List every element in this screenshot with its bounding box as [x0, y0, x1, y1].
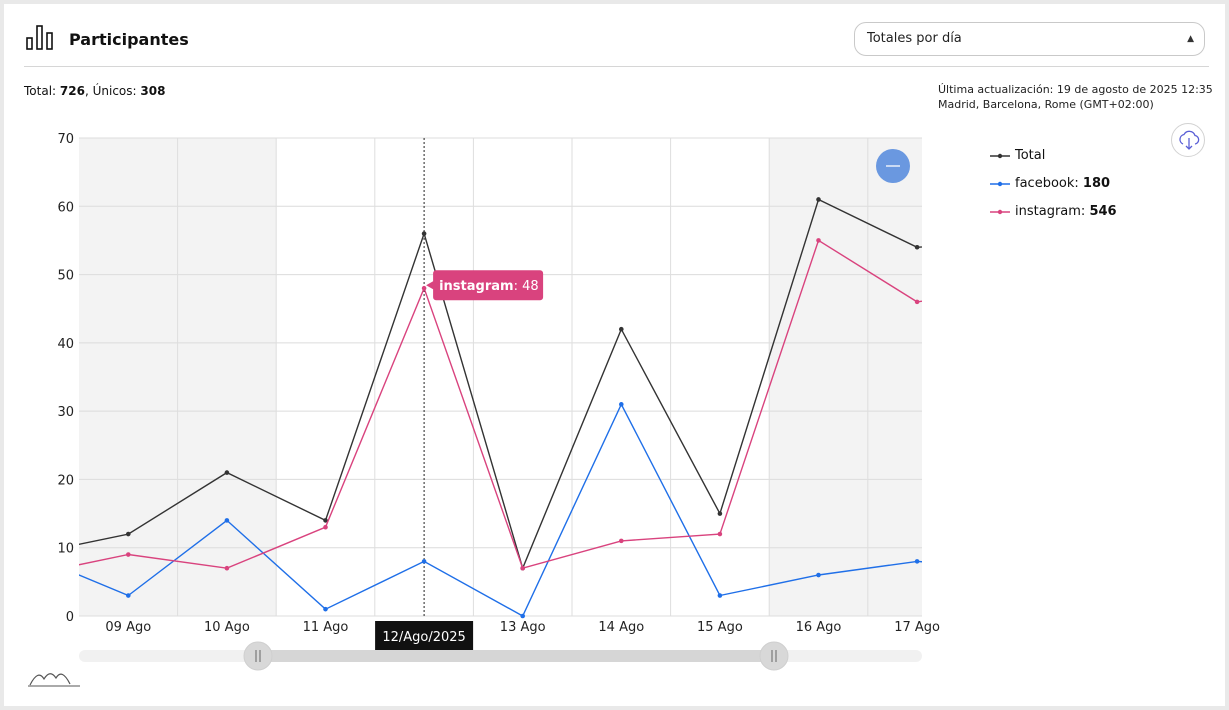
data-point-total — [27, 552, 32, 557]
data-point-instagram — [914, 299, 920, 305]
x-tick-label: 14 Ago — [598, 620, 644, 635]
x-tick-label: 16 Ago — [796, 620, 842, 635]
y-tick-label: 70 — [57, 132, 74, 147]
x-tick-label: 11 Ago — [303, 620, 349, 635]
data-point-instagram — [520, 565, 525, 571]
data-point-total — [224, 470, 230, 475]
data-point-total — [816, 197, 821, 202]
data-point-facebook — [323, 606, 328, 612]
tooltip-series: instagram — [439, 279, 513, 294]
total-value: 726 — [59, 84, 85, 98]
legend-line-icon — [990, 153, 1010, 159]
series-group — [27, 197, 922, 619]
data-point-total — [421, 231, 427, 236]
cloud-download-icon — [1179, 130, 1200, 150]
legend-item-total[interactable]: Total — [990, 142, 1117, 170]
data-point-total — [323, 518, 328, 523]
data-point-instagram — [717, 531, 723, 537]
aggregation-select[interactable]: Totales por día ▲ — [854, 22, 1205, 56]
bar-chart-icon — [26, 25, 53, 50]
data-point-instagram — [816, 238, 821, 243]
total-label: Total: — [24, 84, 57, 98]
data-point-total — [717, 511, 723, 516]
y-tick-label: 30 — [57, 405, 74, 420]
y-tick-label: 20 — [57, 473, 74, 488]
data-point-facebook — [520, 613, 525, 619]
last-updated-timezone: Madrid, Barcelona, Rome (GMT+02:00) — [938, 98, 1154, 111]
select-arrows-icon: ▲ — [1187, 34, 1194, 44]
y-tick-label: 10 — [57, 542, 74, 557]
legend-value-instagram: 546 — [1089, 204, 1117, 219]
data-point-facebook — [816, 572, 821, 578]
legend-label-instagram: instagram: — [1015, 204, 1086, 219]
page-title: Participantes — [69, 30, 189, 49]
unique-value: 308 — [140, 84, 166, 98]
data-point-instagram — [323, 524, 328, 530]
last-updated: Última actualización: 19 de agosto de 20… — [938, 82, 1213, 112]
y-tick-label: 50 — [57, 269, 74, 284]
range-handle-right[interactable] — [759, 641, 789, 671]
weekend-band — [769, 138, 922, 616]
date-tooltip-text: 12/Ago/2025 — [382, 630, 465, 645]
data-point-total — [914, 244, 920, 250]
range-handle-left[interactable] — [243, 641, 273, 671]
y-tick-label: 0 — [66, 610, 74, 625]
download-button[interactable] — [1171, 123, 1205, 157]
legend-line-icon — [990, 209, 1010, 215]
data-point-total — [619, 326, 624, 332]
x-tick-label: 13 Ago — [500, 620, 546, 635]
x-tick-label: 17 Ago — [894, 620, 940, 635]
data-point-facebook — [717, 593, 723, 598]
data-point-facebook — [126, 593, 131, 598]
y-tick-label: 60 — [57, 200, 74, 215]
totals-summary: Total: 726, Únicos: 308 — [24, 84, 166, 98]
data-point-facebook — [224, 518, 230, 523]
legend-item-instagram[interactable]: instagram: 546 — [990, 198, 1117, 226]
legend-label-total: Total — [1015, 148, 1046, 163]
data-point-facebook — [27, 552, 32, 557]
data-point-facebook — [619, 402, 624, 407]
x-tick-label: 10 Ago — [204, 620, 250, 635]
mini-chart-icon — [29, 673, 71, 686]
tooltip-text: instagram: 48 — [439, 279, 539, 294]
data-point-instagram — [224, 565, 230, 571]
chart-legend: Total facebook: 180 instagram: 546 — [990, 142, 1117, 226]
data-point-facebook — [914, 559, 920, 564]
x-tick-label: 09 Ago — [105, 620, 151, 635]
legend-label-facebook: facebook: — [1015, 176, 1079, 191]
range-slider-selection — [258, 650, 774, 662]
aggregation-select-value: Totales por día — [867, 31, 962, 46]
legend-value-facebook: 180 — [1082, 176, 1111, 191]
x-tick-label: 15 Ago — [697, 620, 743, 635]
tooltip: instagram: 48 — [426, 270, 544, 301]
data-point-total — [126, 531, 131, 537]
tooltip-box — [426, 270, 544, 301]
date-tooltip-box — [375, 621, 474, 651]
data-point-facebook — [421, 559, 427, 564]
y-tick-label: 40 — [57, 337, 74, 352]
participants-card: Participantes Totales por día ▲ Total: 7… — [4, 4, 1225, 706]
legend-item-facebook[interactable]: facebook: 180 — [990, 170, 1117, 198]
data-point-instagram — [421, 285, 427, 291]
tooltip-value: : 48 — [514, 279, 539, 294]
last-updated-date: Última actualización: 19 de agosto de 20… — [938, 83, 1213, 96]
data-point-instagram — [126, 552, 131, 557]
data-point-instagram — [27, 573, 32, 578]
legend-line-icon — [990, 181, 1010, 187]
card-header: Participantes Totales por día ▲ — [24, 22, 1209, 67]
data-point-instagram — [619, 538, 624, 544]
unique-label: Únicos: — [92, 84, 137, 98]
